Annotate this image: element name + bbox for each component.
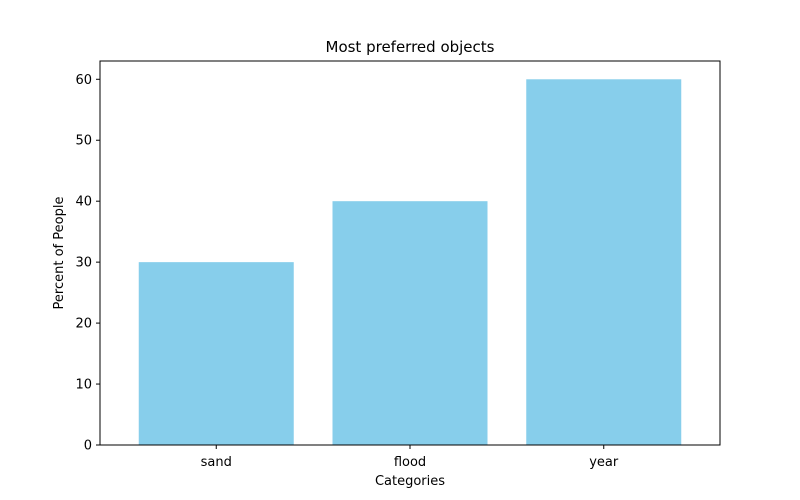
y-tick-label: 10 (75, 378, 92, 393)
y-tick-label: 50 (75, 134, 92, 149)
axes-group: sand flood year 0 10 20 30 40 50 60 (75, 60, 721, 470)
y-tick-label: 20 (75, 317, 92, 332)
y-axis-label: Percent of People (52, 197, 67, 310)
chart-title: Most preferred objects (326, 38, 495, 56)
x-tick-label: flood (394, 455, 426, 470)
y-tick-label: 60 (75, 73, 92, 88)
x-tick-label: sand (201, 455, 232, 470)
x-axis-label: Categories (375, 474, 445, 489)
bar-flood (332, 201, 488, 445)
y-tick-label: 40 (75, 195, 92, 210)
bar-year (526, 79, 682, 446)
y-tick-label: 30 (75, 256, 92, 271)
plot-frame (99, 60, 721, 446)
bars-group (138, 79, 682, 446)
bar-sand (138, 262, 294, 445)
y-tick-label: 0 (84, 439, 92, 454)
x-tick-label: year (589, 455, 619, 470)
